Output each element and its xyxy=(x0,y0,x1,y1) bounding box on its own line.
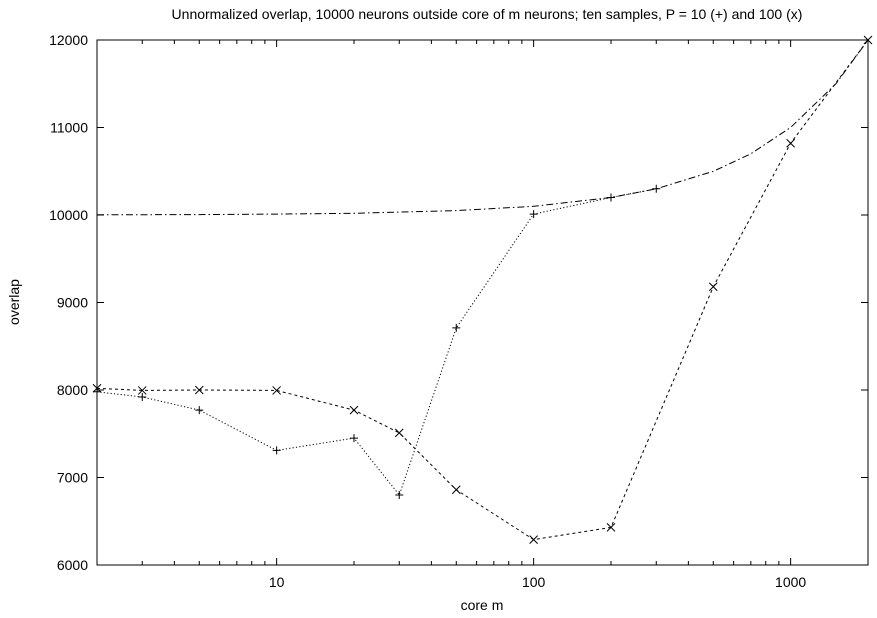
axes: 6000 7000 8000 9000 10000 11000 12000 10 100 1000 xyxy=(49,32,868,590)
x-tick-label: 10 xyxy=(269,574,285,590)
series-p100-cross-point xyxy=(708,282,718,292)
series-p100-cross-point xyxy=(272,386,281,395)
series-p100-cross-point xyxy=(394,428,404,438)
y-tick-label: 6000 xyxy=(57,557,88,573)
y-tick-label: 9000 xyxy=(57,295,88,311)
y-tick-label: 7000 xyxy=(57,470,88,486)
series-p100-cross-point xyxy=(529,535,538,544)
series-p10-plus-point xyxy=(395,491,404,499)
x-axis-label: core m xyxy=(461,597,504,613)
series-p100-cross-point xyxy=(451,485,461,495)
series-p100-cross-point xyxy=(786,138,795,148)
series-p10-plus-point xyxy=(93,387,101,396)
series-p100-cross-point xyxy=(137,386,147,395)
series-p10-plus-point xyxy=(350,434,358,443)
y-tick-label: 10000 xyxy=(49,207,88,223)
series-reference-curve-line xyxy=(96,39,869,216)
series-p100-cross-point xyxy=(92,383,102,393)
series-p100-cross-point xyxy=(194,385,204,395)
y-tick-label: 11000 xyxy=(50,120,88,136)
y-tick-label: 12000 xyxy=(49,32,88,48)
series-p10-plus-point xyxy=(529,210,538,219)
x-tick-label: 100 xyxy=(522,574,546,590)
series-p10-plus-point xyxy=(652,184,661,193)
series-p100-cross-point xyxy=(349,405,359,415)
y-tick-label: 8000 xyxy=(57,382,88,398)
x-tick-label: 1000 xyxy=(775,574,806,590)
series-p10-plus-point xyxy=(452,323,461,332)
series-p10-plus-point xyxy=(195,406,204,415)
y-axis-label: overlap xyxy=(6,279,22,325)
chart-title: Unnormalized overlap, 10000 neurons outs… xyxy=(172,6,803,22)
series-p100-cross-point xyxy=(606,523,616,532)
plot-series xyxy=(92,35,873,544)
series-p10-plus-point xyxy=(138,393,147,401)
series-p10-plus-line xyxy=(96,188,657,497)
series-p10-plus-point xyxy=(272,446,281,455)
series-p100-cross-line xyxy=(96,39,869,541)
plot-frame xyxy=(96,39,869,566)
